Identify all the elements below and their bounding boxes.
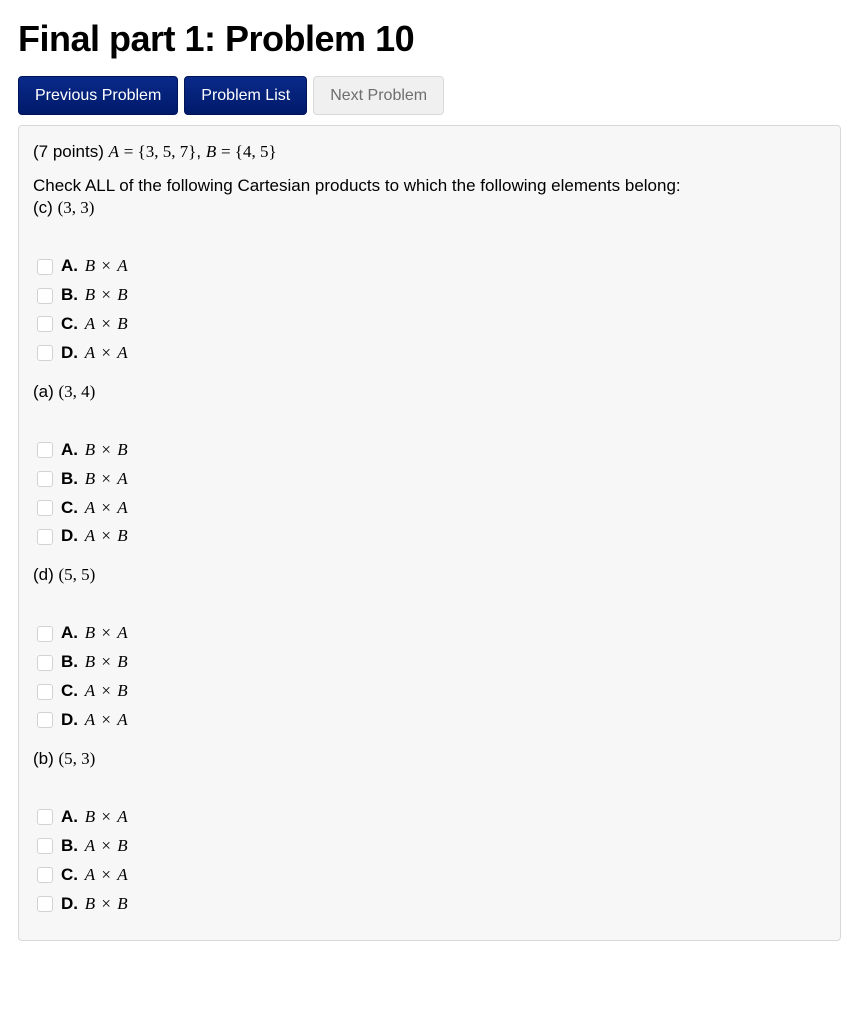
subpart-label: (a) (3, 4) <box>33 382 826 402</box>
subpart-label: (c) (3, 3) <box>33 198 826 218</box>
option-checkbox[interactable] <box>37 500 53 516</box>
option-checkbox[interactable] <box>37 345 53 361</box>
option-list: A. B × AB. B × BC. A × BD. A × A <box>37 252 826 368</box>
next-problem-button[interactable]: Next Problem <box>313 76 444 115</box>
option-checkbox[interactable] <box>37 712 53 728</box>
subpart-element: (3, 4) <box>59 382 96 401</box>
subpart-letter: (d) <box>33 565 54 584</box>
subpart-element: (3, 3) <box>58 198 95 217</box>
option-label: B. B × B <box>61 281 128 310</box>
option-checkbox[interactable] <box>37 655 53 671</box>
problem-sets: (7 points) A = {3, 5, 7}, B = {4, 5} <box>33 142 826 162</box>
option-checkbox[interactable] <box>37 442 53 458</box>
option-row: A. B × A <box>37 803 826 832</box>
subpart-letter: (a) <box>33 382 54 401</box>
problem-instruction: Check ALL of the following Cartesian pro… <box>33 176 826 196</box>
option-row: C. A × A <box>37 494 826 523</box>
option-checkbox[interactable] <box>37 529 53 545</box>
option-row: C. A × B <box>37 310 826 339</box>
option-checkbox[interactable] <box>37 896 53 912</box>
subpart-letter: (b) <box>33 749 54 768</box>
option-row: A. B × A <box>37 252 826 281</box>
option-row: D. A × A <box>37 339 826 368</box>
option-label: D. A × A <box>61 706 128 735</box>
points-label: (7 points) <box>33 142 109 161</box>
option-label: D. B × B <box>61 890 128 919</box>
subpart-label: (d) (5, 5) <box>33 565 826 585</box>
option-row: A. B × B <box>37 436 826 465</box>
option-list: A. B × AB. A × BC. A × AD. B × B <box>37 803 826 919</box>
option-label: B. B × A <box>61 465 128 494</box>
option-checkbox[interactable] <box>37 316 53 332</box>
problem-list-button[interactable]: Problem List <box>184 76 307 115</box>
problem-panel: (7 points) A = {3, 5, 7}, B = {4, 5} Che… <box>18 125 841 941</box>
subpart-label: (b) (5, 3) <box>33 749 826 769</box>
page-title: Final part 1: Problem 10 <box>18 18 841 60</box>
option-label: C. A × A <box>61 494 128 523</box>
subpart-element: (5, 5) <box>59 565 96 584</box>
option-checkbox[interactable] <box>37 867 53 883</box>
option-checkbox[interactable] <box>37 259 53 275</box>
option-row: D. B × B <box>37 890 826 919</box>
option-checkbox[interactable] <box>37 288 53 304</box>
option-checkbox[interactable] <box>37 471 53 487</box>
option-label: A. B × A <box>61 803 128 832</box>
option-checkbox[interactable] <box>37 838 53 854</box>
subpart-element: (5, 3) <box>59 749 96 768</box>
option-row: C. A × B <box>37 677 826 706</box>
option-checkbox[interactable] <box>37 684 53 700</box>
nav-buttons: Previous Problem Problem List Next Probl… <box>18 76 841 115</box>
option-label: D. A × A <box>61 339 128 368</box>
option-label: C. A × B <box>61 310 128 339</box>
option-list: A. B × AB. B × BC. A × BD. A × A <box>37 619 826 735</box>
sets-definition: A = {3, 5, 7}, B = {4, 5} <box>109 142 277 161</box>
option-label: A. B × A <box>61 619 128 648</box>
option-label: C. A × B <box>61 677 128 706</box>
option-label: B. A × B <box>61 832 128 861</box>
option-row: C. A × A <box>37 861 826 890</box>
previous-problem-button[interactable]: Previous Problem <box>18 76 178 115</box>
option-row: A. B × A <box>37 619 826 648</box>
option-checkbox[interactable] <box>37 809 53 825</box>
option-label: C. A × A <box>61 861 128 890</box>
subpart-letter: (c) <box>33 198 53 217</box>
option-row: B. B × B <box>37 281 826 310</box>
option-row: D. A × B <box>37 522 826 551</box>
option-row: B. B × A <box>37 465 826 494</box>
option-label: B. B × B <box>61 648 128 677</box>
option-label: A. B × B <box>61 436 128 465</box>
option-checkbox[interactable] <box>37 626 53 642</box>
option-label: A. B × A <box>61 252 128 281</box>
option-row: B. B × B <box>37 648 826 677</box>
option-row: D. A × A <box>37 706 826 735</box>
option-list: A. B × BB. B × AC. A × AD. A × B <box>37 436 826 552</box>
option-row: B. A × B <box>37 832 826 861</box>
option-label: D. A × B <box>61 522 128 551</box>
